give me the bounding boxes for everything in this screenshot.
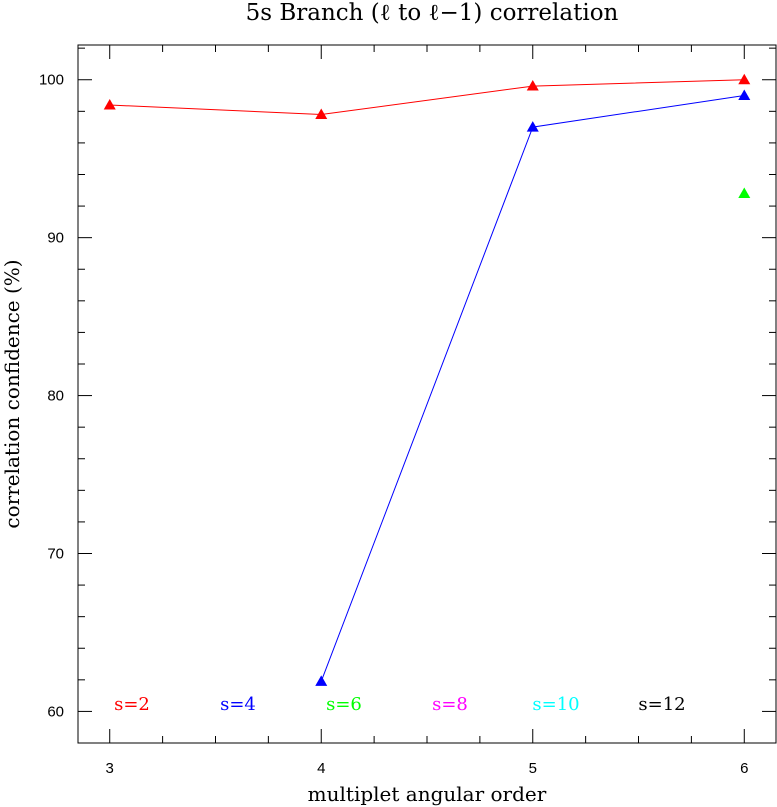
tick-labels: 3 4 5 6 60 70 80 90 100 (39, 72, 748, 777)
legend-entry: s=8 (432, 694, 468, 715)
plot-frame (77, 44, 777, 744)
legend-entry: s=6 (326, 694, 362, 715)
y-tick-label: 90 (47, 230, 64, 247)
series-lines (109, 79, 745, 682)
series-line-s=4 (320, 95, 745, 682)
series-line-s=2 (109, 79, 745, 116)
axis-ticks (78, 45, 776, 744)
legend: s=2 s=4 s=6 s=8 s=10 s=12 (114, 694, 686, 715)
data-point (315, 108, 328, 119)
chart-title: 5s Branch (ℓ to ℓ−1) correlation (246, 0, 619, 26)
y-tick-label: 100 (39, 72, 64, 89)
data-point (103, 99, 116, 110)
x-tick-label: 3 (106, 760, 114, 777)
x-tick-label: 6 (740, 760, 748, 777)
x-tick-label: 5 (529, 760, 537, 777)
y-tick-label: 80 (47, 388, 64, 405)
y-tick-label: 60 (47, 703, 64, 720)
data-point (738, 89, 751, 101)
data-point (315, 675, 328, 686)
y-tick-label: 70 (47, 545, 64, 562)
x-tick-label: 4 (317, 760, 325, 777)
data-point (526, 80, 539, 91)
legend-entry: s=4 (220, 694, 256, 715)
data-point (738, 73, 751, 85)
series-markers (103, 73, 751, 686)
legend-entry: s=2 (114, 694, 150, 715)
data-point (738, 187, 751, 198)
legend-entry: s=10 (532, 694, 579, 715)
y-axis-label: correlation confidence (%) (0, 259, 24, 528)
data-point (526, 121, 539, 132)
x-axis-label: multiplet angular order (308, 782, 547, 806)
legend-entry: s=12 (638, 694, 685, 715)
